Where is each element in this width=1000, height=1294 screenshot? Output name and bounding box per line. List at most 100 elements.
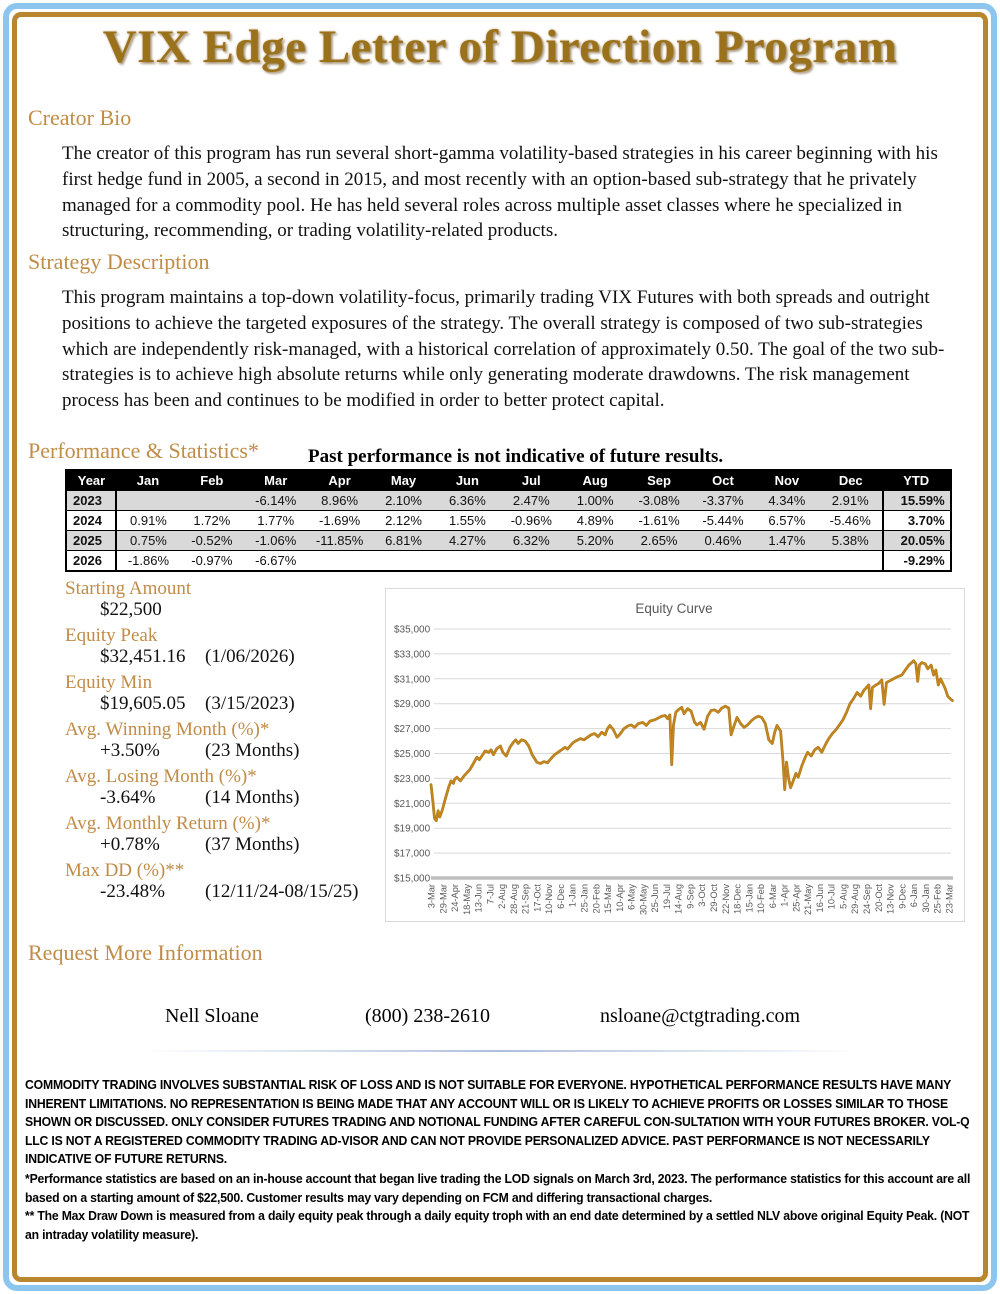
svg-text:7-Jul: 7-Jul: [485, 884, 495, 904]
stat-label: Equity Min: [65, 672, 153, 693]
svg-text:1-Jan: 1-Jan: [568, 884, 578, 907]
month-return-cell: [627, 550, 692, 571]
month-return-cell: 5.20%: [563, 530, 628, 551]
svg-text:15-Mar: 15-Mar: [603, 884, 613, 913]
stat-note: (1/06/2026): [205, 646, 295, 667]
month-return-cell: [499, 550, 564, 571]
stat-value: $32,451.16: [100, 646, 186, 667]
svg-text:$15,000: $15,000: [394, 874, 431, 885]
svg-text:6-Jan: 6-Jan: [909, 884, 919, 907]
svg-text:30-May: 30-May: [638, 884, 648, 915]
svg-text:20-Oct: 20-Oct: [874, 884, 884, 912]
svg-text:3-Oct: 3-Oct: [697, 884, 707, 907]
stat-value-line: $32,451.16 (1/06/2026): [65, 646, 385, 667]
month-return-cell: 2.47%: [499, 490, 564, 511]
stat-value: -23.48%: [100, 881, 165, 902]
column-header: Sep: [627, 470, 692, 491]
svg-text:25-Jun: 25-Jun: [650, 884, 660, 912]
svg-text:15-Jan: 15-Jan: [744, 884, 754, 912]
svg-text:$21,000: $21,000: [394, 799, 431, 810]
column-header: Jun: [435, 470, 500, 491]
svg-text:21-Sep: 21-Sep: [521, 884, 531, 914]
svg-text:6-Dec: 6-Dec: [556, 884, 566, 909]
month-return-cell: -1.86%: [116, 550, 180, 571]
svg-text:25-Apr: 25-Apr: [791, 884, 801, 912]
svg-text:24-Sep: 24-Sep: [862, 884, 872, 914]
month-return-cell: [754, 550, 819, 571]
footnote-paragraph: ** The Max Draw Down is measured from a …: [25, 1208, 970, 1242]
year-cell: 2025: [66, 530, 117, 551]
performance-statistics-heading: Performance & Statistics*: [28, 438, 259, 463]
svg-text:17-Oct: 17-Oct: [532, 884, 542, 912]
stat-value-line: $19,605.05 (3/15/2023): [65, 693, 385, 714]
table-header-row: Year Jan Feb Mar Apr May Jun Jul Aug Sep Oct Nov Dec…: [66, 470, 951, 491]
month-return-cell: -6.67%: [243, 550, 308, 571]
stat-note: (14 Months): [205, 787, 300, 808]
equity-curve-chart: Equity Curve $35,000 $33,000 $31,000 $29,000…: [385, 588, 965, 922]
month-return-cell: 6.36%: [435, 490, 500, 511]
performance-stats-list: Starting Amount $22,500 Equity Peak $32,451…: [65, 578, 385, 907]
month-return-cell: 1.55%: [435, 510, 500, 531]
monthly-returns-table: Year Jan Feb Mar Apr May Jun Jul Aug Sep Oct Nov Dec…: [65, 469, 952, 572]
svg-text:5-Aug: 5-Aug: [838, 884, 848, 909]
month-return-cell: -3.08%: [627, 490, 692, 511]
svg-text:22-Nov: 22-Nov: [721, 884, 731, 914]
stat-value: $19,605.05: [100, 693, 186, 714]
svg-text:$29,000: $29,000: [394, 699, 431, 710]
month-return-cell: -1.06%: [243, 530, 308, 551]
footnotes: *Performance statistics are based on an …: [25, 1170, 970, 1244]
column-header: Jul: [499, 470, 564, 491]
svg-text:23-Mar: 23-Mar: [944, 884, 954, 913]
svg-text:$25,000: $25,000: [394, 749, 431, 760]
month-return-cell: [179, 490, 244, 511]
month-return-cell: 6.81%: [371, 530, 436, 551]
past-performance-note: Past performance is not indicative of fu…: [308, 446, 724, 467]
svg-text:28-Aug: 28-Aug: [509, 884, 519, 914]
month-return-cell: -5.46%: [818, 510, 883, 531]
column-header: Oct: [691, 470, 755, 491]
svg-text:$31,000: $31,000: [394, 674, 431, 685]
month-return-cell: 1.72%: [179, 510, 244, 531]
request-info-heading: Request More Information: [28, 940, 263, 965]
month-return-cell: -0.96%: [499, 510, 564, 531]
month-return-cell: -1.61%: [627, 510, 692, 531]
section-divider: [145, 1050, 860, 1052]
svg-text:21-May: 21-May: [803, 884, 813, 915]
month-return-cell: 1.77%: [243, 510, 308, 531]
svg-text:6-May: 6-May: [627, 884, 637, 910]
month-return-cell: [307, 550, 372, 571]
table-row: 2025 0.75% -0.52% -1.06% -11.85% 6.81% 4.27% 6.…: [66, 530, 951, 551]
month-return-cell: -11.85%: [307, 530, 372, 551]
contact-name: Nell Sloane: [165, 1005, 259, 1027]
footnote-paragraph: *Performance statistics are based on an …: [25, 1171, 971, 1205]
page-title: VIX Edge Letter of Direction Program: [102, 21, 898, 73]
stat-value: +3.50%: [100, 740, 160, 761]
stat-note: (12/11/24-08/15/25): [205, 881, 359, 902]
strategy-description-heading: Strategy Description: [28, 249, 210, 274]
svg-text:25-Feb: 25-Feb: [933, 884, 943, 913]
stat-label: Equity Peak: [65, 625, 158, 646]
svg-text:19-Jul: 19-Jul: [662, 884, 672, 909]
svg-text:3-Mar: 3-Mar: [427, 884, 437, 908]
svg-text:18-Dec: 18-Dec: [733, 884, 743, 914]
stat-value: $22,500: [100, 599, 162, 620]
svg-text:13-Nov: 13-Nov: [886, 884, 896, 914]
stat-label: Avg. Losing Month (%)*: [65, 766, 257, 787]
ytd-cell: 3.70%: [881, 510, 951, 531]
year-cell: 2024: [66, 510, 117, 531]
stat-note: (37 Months): [205, 834, 300, 855]
svg-text:29-Aug: 29-Aug: [850, 884, 860, 914]
svg-text:29-Oct: 29-Oct: [709, 884, 719, 912]
svg-text:16-Jun: 16-Jun: [815, 884, 825, 912]
stat-value: +0.78%: [100, 834, 160, 855]
stat-value-line: +0.78% (37 Months): [65, 834, 385, 855]
svg-text:20-Feb: 20-Feb: [591, 884, 601, 913]
contact-phone: (800) 238-2610: [365, 1005, 490, 1027]
ytd-cell: -9.29%: [881, 550, 951, 571]
month-return-cell: 2.12%: [371, 510, 436, 531]
column-header: May: [371, 470, 436, 491]
ytd-cell: 20.05%: [881, 530, 951, 551]
month-return-cell: -6.14%: [243, 490, 308, 511]
svg-text:1-Apr: 1-Apr: [780, 884, 790, 907]
